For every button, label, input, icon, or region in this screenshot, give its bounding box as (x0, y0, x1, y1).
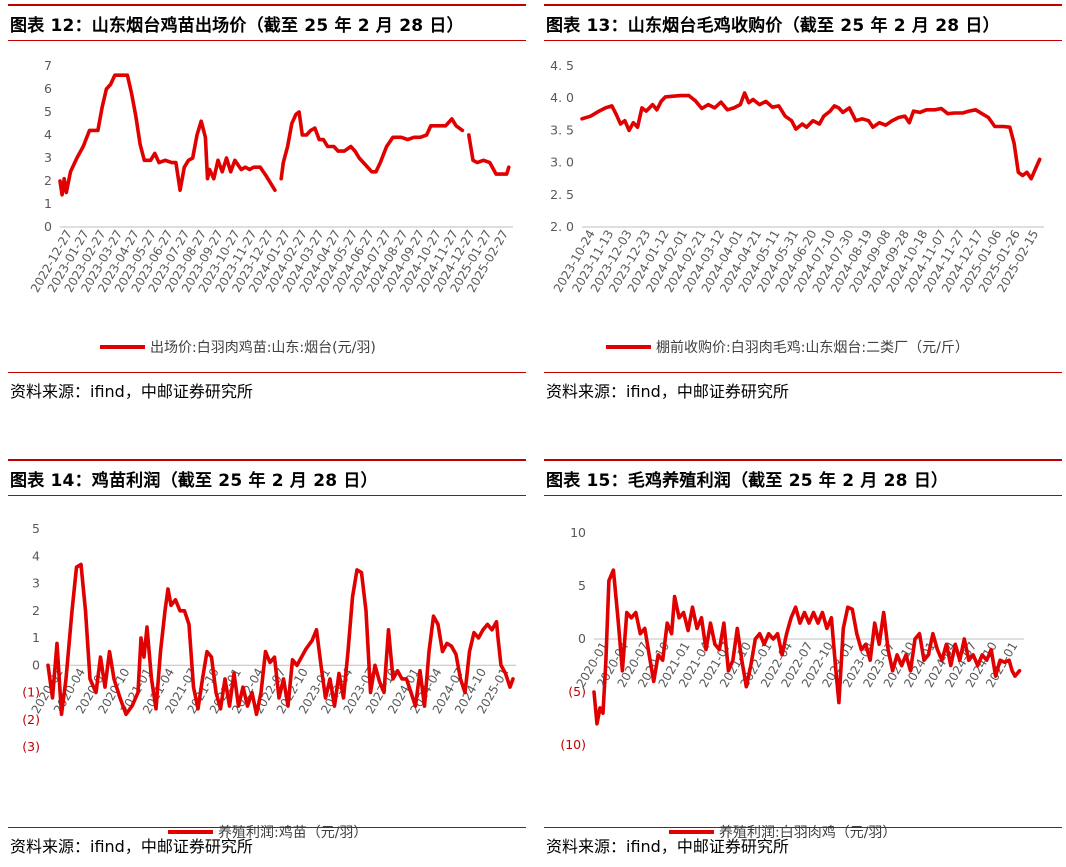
y-tick-label: (5) (568, 684, 586, 699)
chart-14-plot: (3)(2)(1)0123452020-012020-042020-072020… (22, 521, 516, 841)
y-tick-label: (3) (22, 739, 40, 754)
y-tick-label: 2 (44, 173, 52, 188)
title-top-rule (544, 4, 1062, 6)
title-bottom-rule (544, 495, 1062, 496)
y-tick-label: 7 (44, 58, 52, 73)
y-tick-label: 5 (32, 521, 40, 536)
y-tick-label: 0 (578, 631, 586, 646)
source-top-rule (8, 827, 526, 828)
title-top-rule (8, 459, 526, 461)
y-tick-label: 2. 0 (550, 219, 574, 234)
y-tick-label: 4. 0 (550, 90, 574, 105)
y-tick-label: 1 (44, 196, 52, 211)
y-tick-label: 0 (32, 657, 40, 672)
y-tick-label: 3 (44, 150, 52, 165)
y-tick-label: (2) (22, 712, 40, 727)
series-line (279, 110, 465, 181)
source-top-rule (544, 372, 1062, 373)
series-line (592, 568, 1022, 726)
y-tick-label: (1) (22, 685, 40, 700)
chart-source: 资料来源：ifind，中邮证券研究所 (10, 382, 253, 401)
chart-13-plot: 2. 02. 53. 03. 54. 04. 52023-10-242023-1… (550, 58, 1044, 356)
source-top-rule (544, 827, 1062, 828)
source-top-rule (8, 372, 526, 373)
chart-source: 资料来源：ifind，中邮证券研究所 (546, 837, 789, 856)
series-line (58, 73, 277, 197)
chart-title: 图表 12：山东烟台鸡苗出场价（截至 25 年 2 月 28 日） (10, 16, 464, 36)
chart-source: 资料来源：ifind，中邮证券研究所 (10, 837, 253, 856)
y-tick-label: (10) (560, 737, 586, 752)
title-bottom-rule (8, 40, 526, 41)
y-tick-label: 2. 5 (550, 187, 574, 202)
chart-title: 图表 15：毛鸡养殖利润（截至 25 年 2 月 28 日） (546, 471, 949, 491)
y-tick-label: 10 (570, 525, 586, 540)
series-line (580, 91, 1042, 181)
y-tick-label: 3. 0 (550, 155, 574, 170)
chart-panel-13: 图表 13：山东烟台毛鸡收购价（截至 25 年 2 月 28 日） 2. 0 2.… (544, 0, 1062, 405)
y-tick-label: 3 (32, 576, 40, 591)
y-tick-label: 6 (44, 81, 52, 96)
title-top-rule (8, 4, 526, 6)
chart-panel-12: 图表 12：山东烟台鸡苗出场价（截至 25 年 2 月 28 日） 0 1 2 3 4 5… (8, 0, 526, 405)
chart-panel-14: 图表 14：鸡苗利润（截至 25 年 2 月 28 日） (3) (2) (1) 0 1… (8, 455, 526, 867)
y-tick-label: 4. 5 (550, 58, 574, 73)
y-tick-label: 3. 5 (550, 122, 574, 137)
legend-label: 养殖利润:鸡苗（元/羽） (218, 824, 367, 841)
y-tick-label: 0 (44, 219, 52, 234)
legend-label: 棚前收购价:白羽肉毛鸡:山东烟台:二类厂（元/斤） (656, 339, 969, 356)
chart-12-plot: 012345672022-12-272023-01-272023-02-2720… (28, 58, 513, 356)
chart-15-plot: (10)(5)05102020-012020-042020-072020-102… (560, 525, 1024, 841)
y-tick-label: 5 (44, 104, 52, 119)
chart-title: 图表 14：鸡苗利润（截至 25 年 2 月 28 日） (10, 471, 378, 491)
legend-label: 出场价:白羽肉鸡苗:山东:烟台(元/羽) (150, 339, 376, 356)
legend-label: 养殖利润:白羽肉鸡（元/羽） (719, 824, 896, 841)
title-bottom-rule (544, 40, 1062, 41)
y-tick-label: 5 (578, 578, 586, 593)
chart-title: 图表 13：山东烟台毛鸡收购价（截至 25 年 2 月 28 日） (546, 16, 1000, 36)
series-line (467, 133, 511, 176)
chart-source: 资料来源：ifind，中邮证券研究所 (546, 382, 789, 401)
y-tick-label: 2 (32, 603, 40, 618)
title-bottom-rule (8, 495, 526, 496)
title-top-rule (544, 459, 1062, 461)
y-tick-label: 4 (44, 127, 52, 142)
y-tick-label: 4 (32, 548, 40, 563)
y-tick-label: 1 (32, 630, 40, 645)
series-line (46, 562, 515, 717)
chart-panel-15: 图表 15：毛鸡养殖利润（截至 25 年 2 月 28 日） (10) (5) 0 5… (544, 455, 1062, 867)
